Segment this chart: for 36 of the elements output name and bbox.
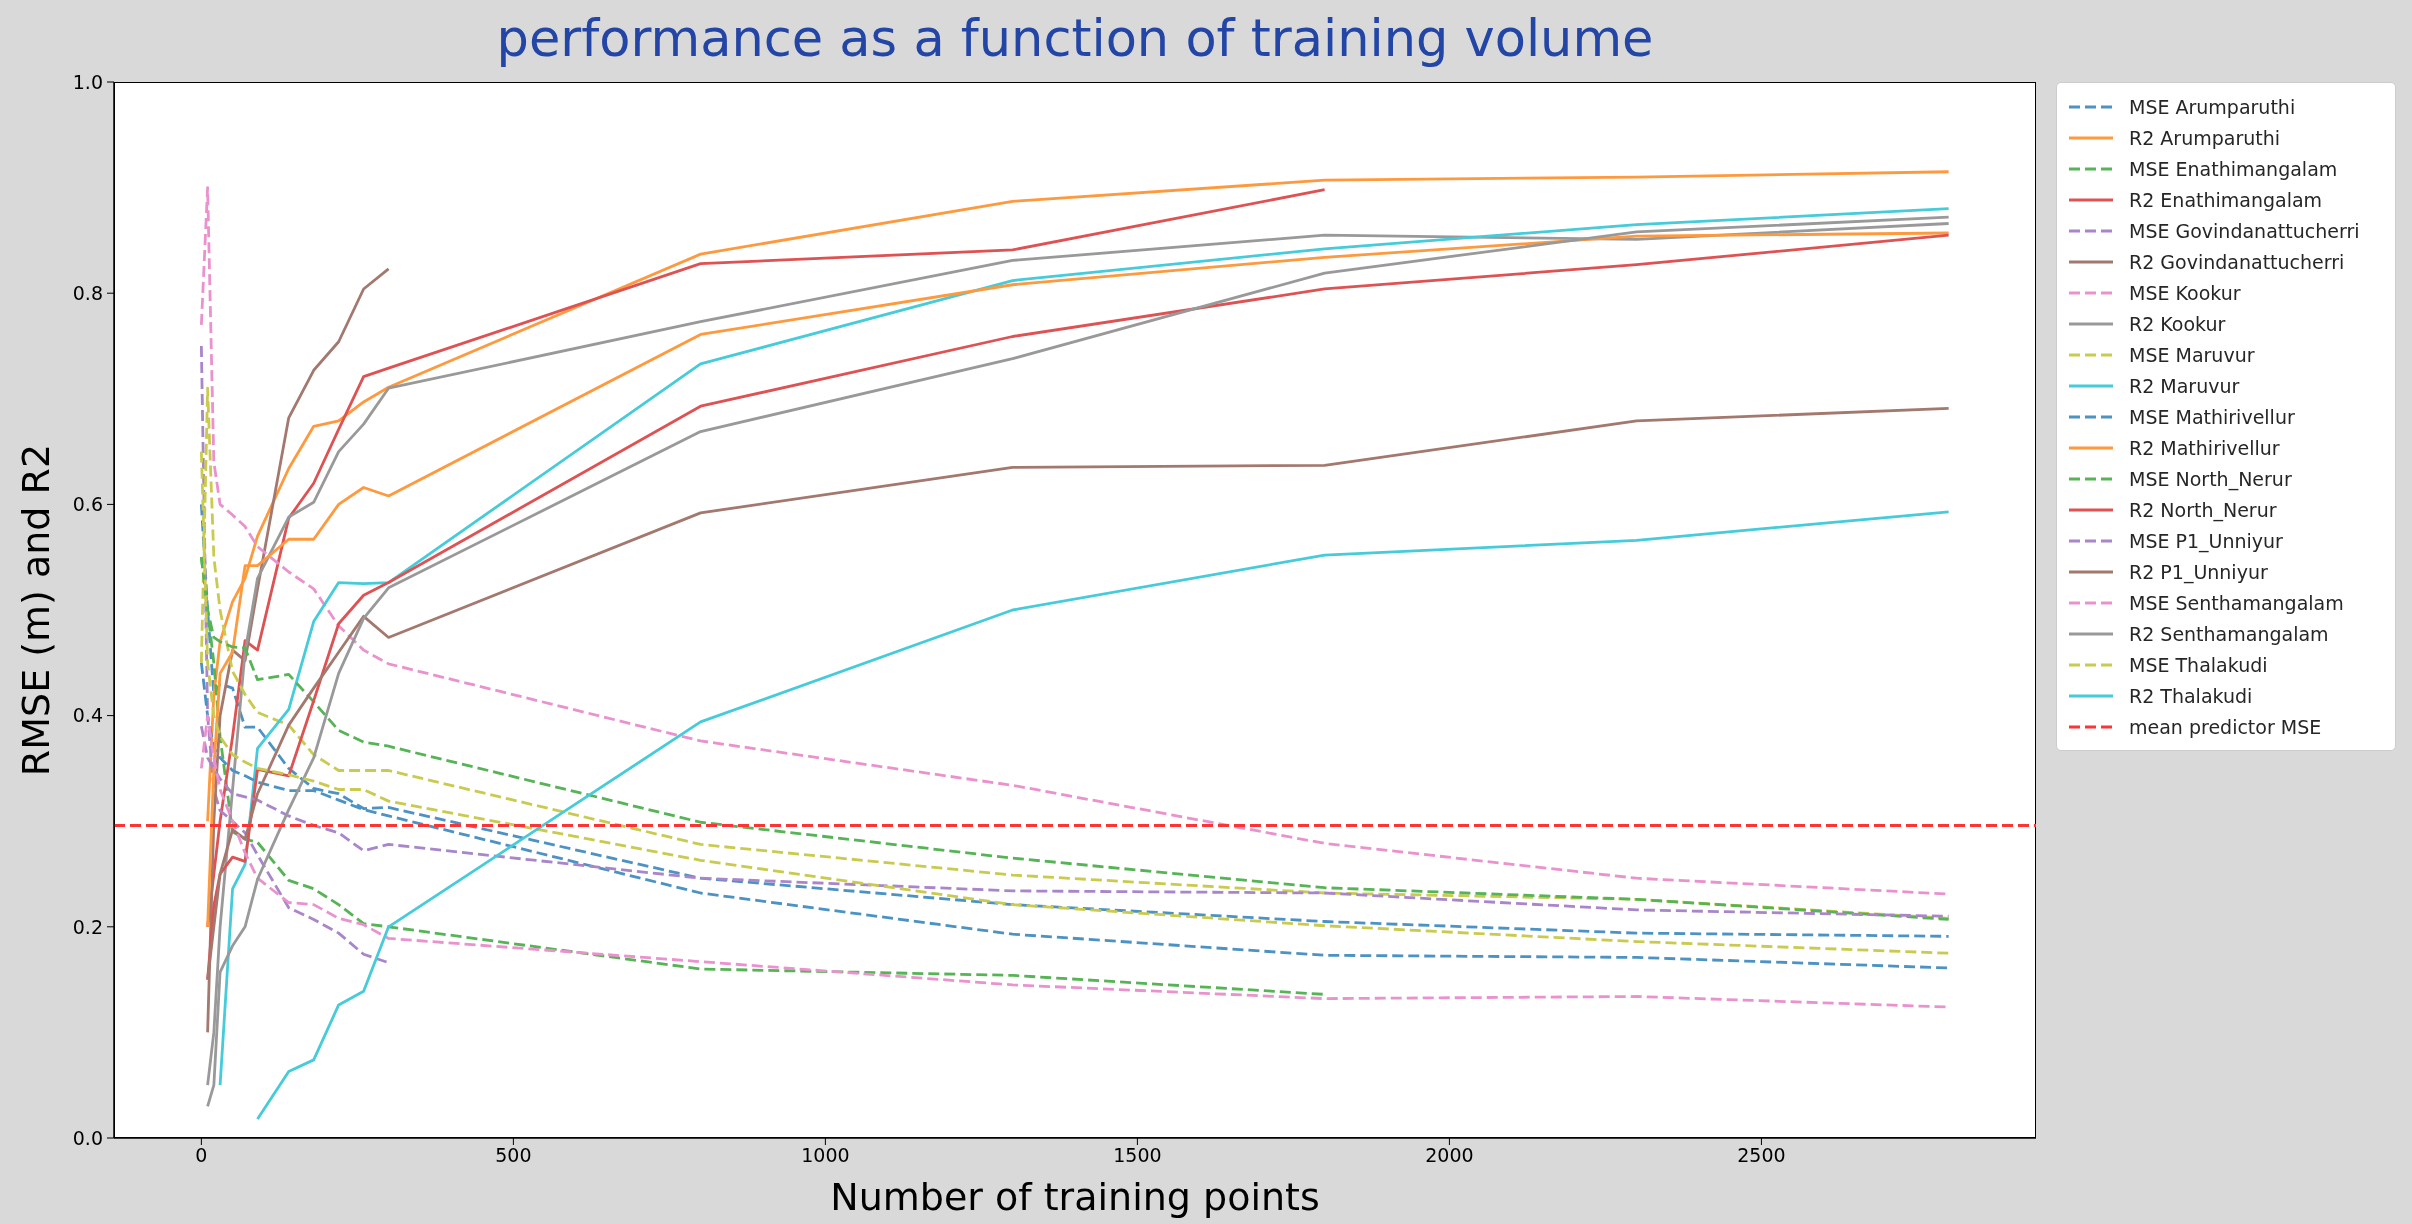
legend-label: R2 P1_Unniyur xyxy=(2129,560,2268,583)
legend-label: R2 Maruvur xyxy=(2129,374,2240,397)
y-tick-label: 0.4 xyxy=(72,704,103,727)
legend-label: MSE Enathimangalam xyxy=(2129,157,2338,180)
legend-label: MSE Maruvur xyxy=(2129,343,2255,366)
legend-label: MSE Mathirivellur xyxy=(2129,405,2295,428)
legend-label: MSE North_Nerur xyxy=(2129,467,2292,490)
legend-label: mean predictor MSE xyxy=(2129,715,2322,738)
legend-label: R2 Enathimangalam xyxy=(2129,188,2323,211)
legend-label: MSE Arumparuthi xyxy=(2129,95,2296,118)
chart-title: performance as a function of training volume xyxy=(496,9,1654,68)
legend-label: R2 North_Nerur xyxy=(2129,498,2277,521)
x-tick-label: 0 xyxy=(195,1144,208,1167)
y-tick-label: 0.2 xyxy=(72,915,103,938)
legend-label: MSE Govindanattucherri xyxy=(2129,219,2360,242)
x-tick-label: 2500 xyxy=(1737,1144,1786,1167)
legend-label: R2 Senthamangalam xyxy=(2129,622,2329,645)
x-tick-label: 1500 xyxy=(1113,1144,1162,1167)
legend-label: MSE Thalakudi xyxy=(2129,653,2268,676)
x-tick-label: 1000 xyxy=(801,1144,850,1167)
y-tick-label: 0.6 xyxy=(72,493,103,516)
legend-label: R2 Kookur xyxy=(2129,312,2226,335)
legend-label: MSE Senthamangalam xyxy=(2129,591,2344,614)
y-axis-title: RMSE (m) and R2 xyxy=(14,443,58,777)
y-tick-label: 0.8 xyxy=(72,281,103,304)
y-tick-label: 1.0 xyxy=(72,70,103,93)
x-axis-title: Number of training points xyxy=(830,1175,1320,1219)
x-tick-label: 2000 xyxy=(1425,1144,1474,1167)
legend-label: MSE P1_Unniyur xyxy=(2129,529,2283,552)
legend-label: R2 Thalakudi xyxy=(2129,684,2253,707)
y-tick-label: 0.0 xyxy=(72,1126,103,1149)
legend-label: R2 Arumparuthi xyxy=(2129,126,2281,149)
x-tick-label: 500 xyxy=(495,1144,532,1167)
legend-label: R2 Mathirivellur xyxy=(2129,436,2280,459)
legend-label: MSE Kookur xyxy=(2129,281,2241,304)
legend-label: R2 Govindanattucherri xyxy=(2129,250,2345,273)
